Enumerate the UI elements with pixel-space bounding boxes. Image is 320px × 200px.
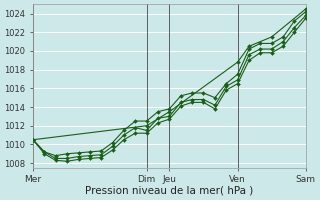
X-axis label: Pression niveau de la mer( hPa ): Pression niveau de la mer( hPa ) <box>85 186 253 196</box>
